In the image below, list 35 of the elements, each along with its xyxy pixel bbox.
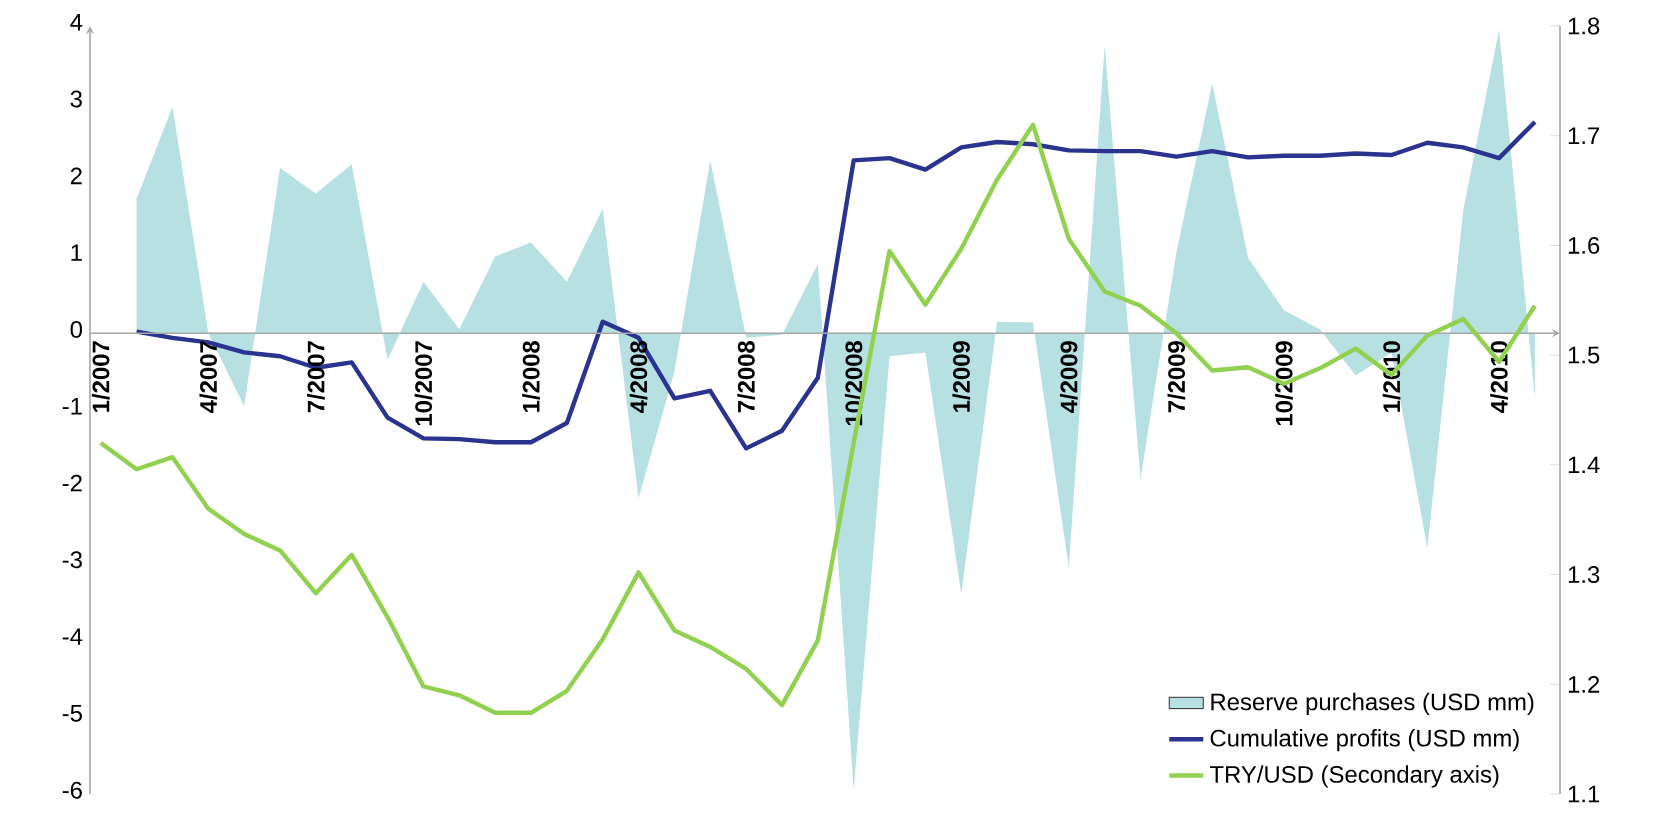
x-tick-label: 4/2007: [199, 341, 218, 413]
y-tick-label: -4: [62, 628, 83, 645]
x-tick-label: 7/2009: [1167, 341, 1186, 413]
y2-tick-label: 1.7: [1568, 127, 1600, 144]
y-tick-label: -1: [62, 397, 82, 415]
y-tick-label: 4: [70, 13, 83, 31]
y-tick-label: -6: [62, 781, 82, 799]
x-tick-label: 1/2009: [952, 341, 971, 412]
y-tick-label: 3: [70, 90, 82, 108]
x-tick-label: 4/2008: [629, 340, 648, 413]
y2-tick-label: 1.5: [1568, 346, 1600, 364]
y2-tick-label: 1.1: [1568, 785, 1600, 803]
legend-label: Cumulative profits (USD mm): [1210, 729, 1519, 752]
x-tick-label: 1/2007: [91, 341, 110, 412]
x-tick-label: 7/2008: [737, 340, 756, 413]
line-series: [134, 119, 1538, 451]
legend-label: Reserve purchases (USD mm): [1211, 692, 1534, 716]
y2-tick-label: 1.8: [1568, 17, 1600, 35]
x-tick-label: 10/2009: [1275, 341, 1293, 426]
x-tick-label: 10/2007: [414, 341, 433, 426]
x-tick-label: 1/2010: [1382, 341, 1401, 412]
x-tick-label: 1/2008: [522, 340, 540, 412]
y2-tick-label: 1.4: [1568, 456, 1600, 474]
y2-tick-label: 1.2: [1568, 675, 1600, 693]
x-tick-label: 7/2007: [306, 341, 325, 413]
legend-label: TRY/USD (Secondary axis): [1209, 765, 1499, 788]
y-tick-label: 2: [70, 167, 82, 185]
y-tick-label: -3: [62, 551, 82, 569]
y-tick-label: 0: [70, 320, 83, 338]
y-tick-label: 1: [71, 244, 82, 261]
y-tick-label: -5: [62, 705, 82, 722]
y2-tick-label: 1.6: [1568, 236, 1600, 254]
x-tick-label: 4/2009: [1059, 341, 1078, 413]
y2-tick-label: 1.3: [1568, 566, 1600, 584]
y-tick-label: -2: [62, 474, 82, 492]
